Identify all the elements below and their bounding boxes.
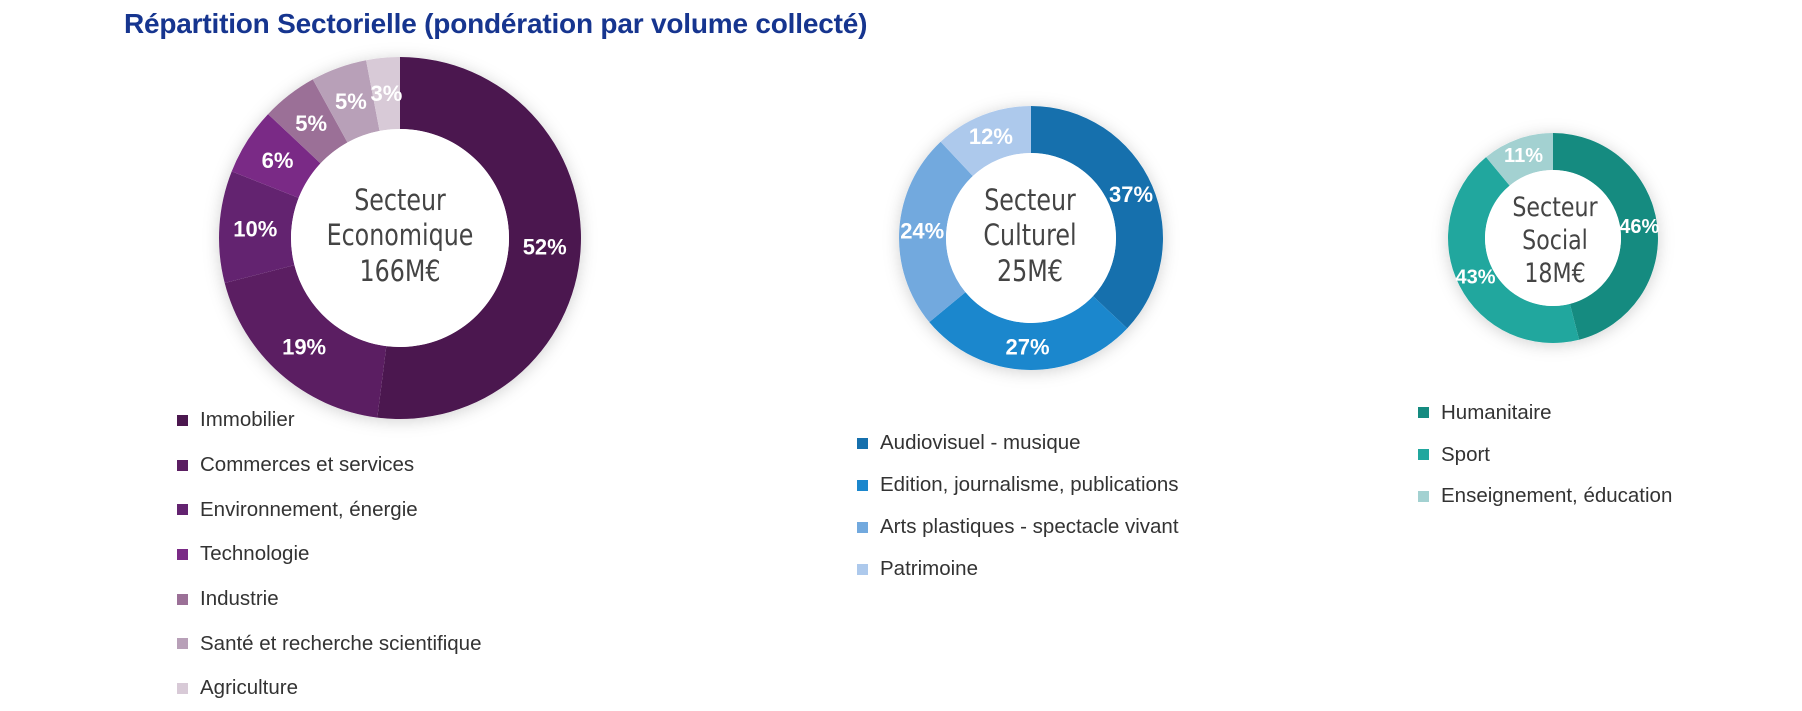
slice-label-economique-4: 5% xyxy=(295,111,327,136)
slice-economique-5 xyxy=(312,60,380,143)
slice-economique-0 xyxy=(377,57,581,419)
legend-swatch xyxy=(1418,449,1429,461)
legend-economique: Immobilier Commerces et services Environ… xyxy=(177,398,481,711)
legend-item: Edition, journalisme, publications xyxy=(857,464,1179,506)
legend-swatch xyxy=(177,638,188,650)
legend-label: Environnement, énergie xyxy=(200,497,418,521)
legend-item: Humanitaire xyxy=(1418,392,1672,434)
legend-item: Enseignement, éducation xyxy=(1418,475,1672,517)
page-title: Répartition Sectorielle (pondération par… xyxy=(124,8,868,39)
slice-label-social-0: 46% xyxy=(1619,216,1659,238)
center-line-2: Economique xyxy=(326,218,474,253)
slice-economique-6 xyxy=(366,57,400,131)
legend-label: Industrie xyxy=(200,587,279,611)
slice-social-2 xyxy=(1486,133,1553,186)
slice-label-culturel-1: 27% xyxy=(1006,334,1050,359)
slice-label-economique-3: 6% xyxy=(262,148,294,173)
legend-item: Sport xyxy=(1418,434,1672,476)
center-line-1: Secteur xyxy=(1512,192,1598,223)
legend-label: Patrimoine xyxy=(880,557,978,580)
legend-item: Agriculture xyxy=(177,666,481,711)
slice-label-social-2: 11% xyxy=(1504,145,1543,167)
slice-label-economique-2: 10% xyxy=(233,216,277,241)
slice-economique-1 xyxy=(224,265,387,418)
legend-label: Immobilier xyxy=(200,408,295,432)
legend-label: Enseignement, éducation xyxy=(1441,484,1673,508)
center-line-2: Social xyxy=(1522,224,1588,256)
legend-label: Arts plastiques - spectacle vivant xyxy=(880,515,1179,538)
donut-center-label-economique: Secteur Economique 166M€ xyxy=(318,183,482,289)
legend-swatch xyxy=(177,504,188,516)
slice-culturel-1 xyxy=(929,292,1128,370)
legend-item: Audiovisuel - musique xyxy=(857,422,1179,464)
legend-item: Immobilier xyxy=(177,398,481,443)
donut-center-label-culturel: Secteur Culturel 25M€ xyxy=(948,183,1112,289)
legend-culturel: Audiovisuel - musique Edition, journalis… xyxy=(857,422,1179,590)
center-line-2: Culturel xyxy=(983,218,1077,253)
legend-swatch xyxy=(1418,407,1429,419)
donut-center-label-social: Secteur Social 18M€ xyxy=(1473,192,1637,291)
legend-item: Arts plastiques - spectacle vivant xyxy=(857,506,1179,548)
donut-hole xyxy=(946,153,1116,323)
legend-swatch xyxy=(177,682,188,694)
center-line-3: 18M€ xyxy=(1524,257,1586,289)
legend-swatch xyxy=(857,521,868,533)
legend-swatch xyxy=(177,593,188,605)
slice-culturel-3 xyxy=(940,106,1031,177)
slice-label-economique-1: 19% xyxy=(282,334,326,359)
legend-item: Industrie xyxy=(177,577,481,622)
slice-label-culturel-0: 37% xyxy=(1109,182,1153,207)
donut-hole xyxy=(291,129,509,347)
slice-label-economique-6: 3% xyxy=(370,81,402,106)
legend-swatch xyxy=(177,414,188,426)
legend-item: Santé et recherche scientifique xyxy=(177,621,481,666)
legend-item: Environnement, énergie xyxy=(177,487,481,532)
slice-social-0 xyxy=(1553,133,1659,340)
slice-economique-3 xyxy=(231,114,321,198)
slice-label-economique-0: 52% xyxy=(523,235,567,260)
center-line-1: Secteur xyxy=(354,183,446,217)
legend-label: Audiovisuel - musique xyxy=(880,431,1081,454)
center-line-1: Secteur xyxy=(984,183,1076,217)
legend-swatch xyxy=(177,459,188,471)
slice-label-culturel-3: 12% xyxy=(969,124,1013,149)
center-line-3: 25M€ xyxy=(997,253,1063,288)
legend-swatch xyxy=(177,548,188,560)
legend-swatch xyxy=(857,479,868,491)
center-line-3: 166M€ xyxy=(359,253,441,288)
legend-label: Sport xyxy=(1441,442,1490,466)
legend-item: Patrimoine xyxy=(857,548,1179,590)
legend-label: Humanitaire xyxy=(1441,400,1552,424)
slice-social-1 xyxy=(1448,157,1580,344)
legend-item: Technologie xyxy=(177,532,481,577)
slice-label-culturel-2: 24% xyxy=(900,219,944,244)
legend-item: Commerces et services xyxy=(177,443,481,488)
legend-swatch xyxy=(857,437,868,449)
legend-label: Technologie xyxy=(200,542,310,566)
slice-label-economique-5: 5% xyxy=(335,89,367,114)
legend-label: Edition, journalisme, publications xyxy=(880,473,1179,496)
legend-label: Santé et recherche scientifique xyxy=(200,631,482,655)
legend-label: Agriculture xyxy=(200,676,298,700)
slice-culturel-0 xyxy=(1031,106,1163,329)
slice-label-social-1: 43% xyxy=(1455,266,1495,288)
donut-hole xyxy=(1485,170,1621,306)
legend-swatch xyxy=(857,563,868,575)
legend-social: Humanitaire Sport Enseignement, éducatio… xyxy=(1418,392,1672,517)
legend-swatch xyxy=(1418,490,1429,502)
slice-economique-2 xyxy=(218,171,299,284)
slice-economique-4 xyxy=(268,79,348,164)
legend-label: Commerces et services xyxy=(200,453,415,477)
slice-culturel-2 xyxy=(899,141,973,323)
